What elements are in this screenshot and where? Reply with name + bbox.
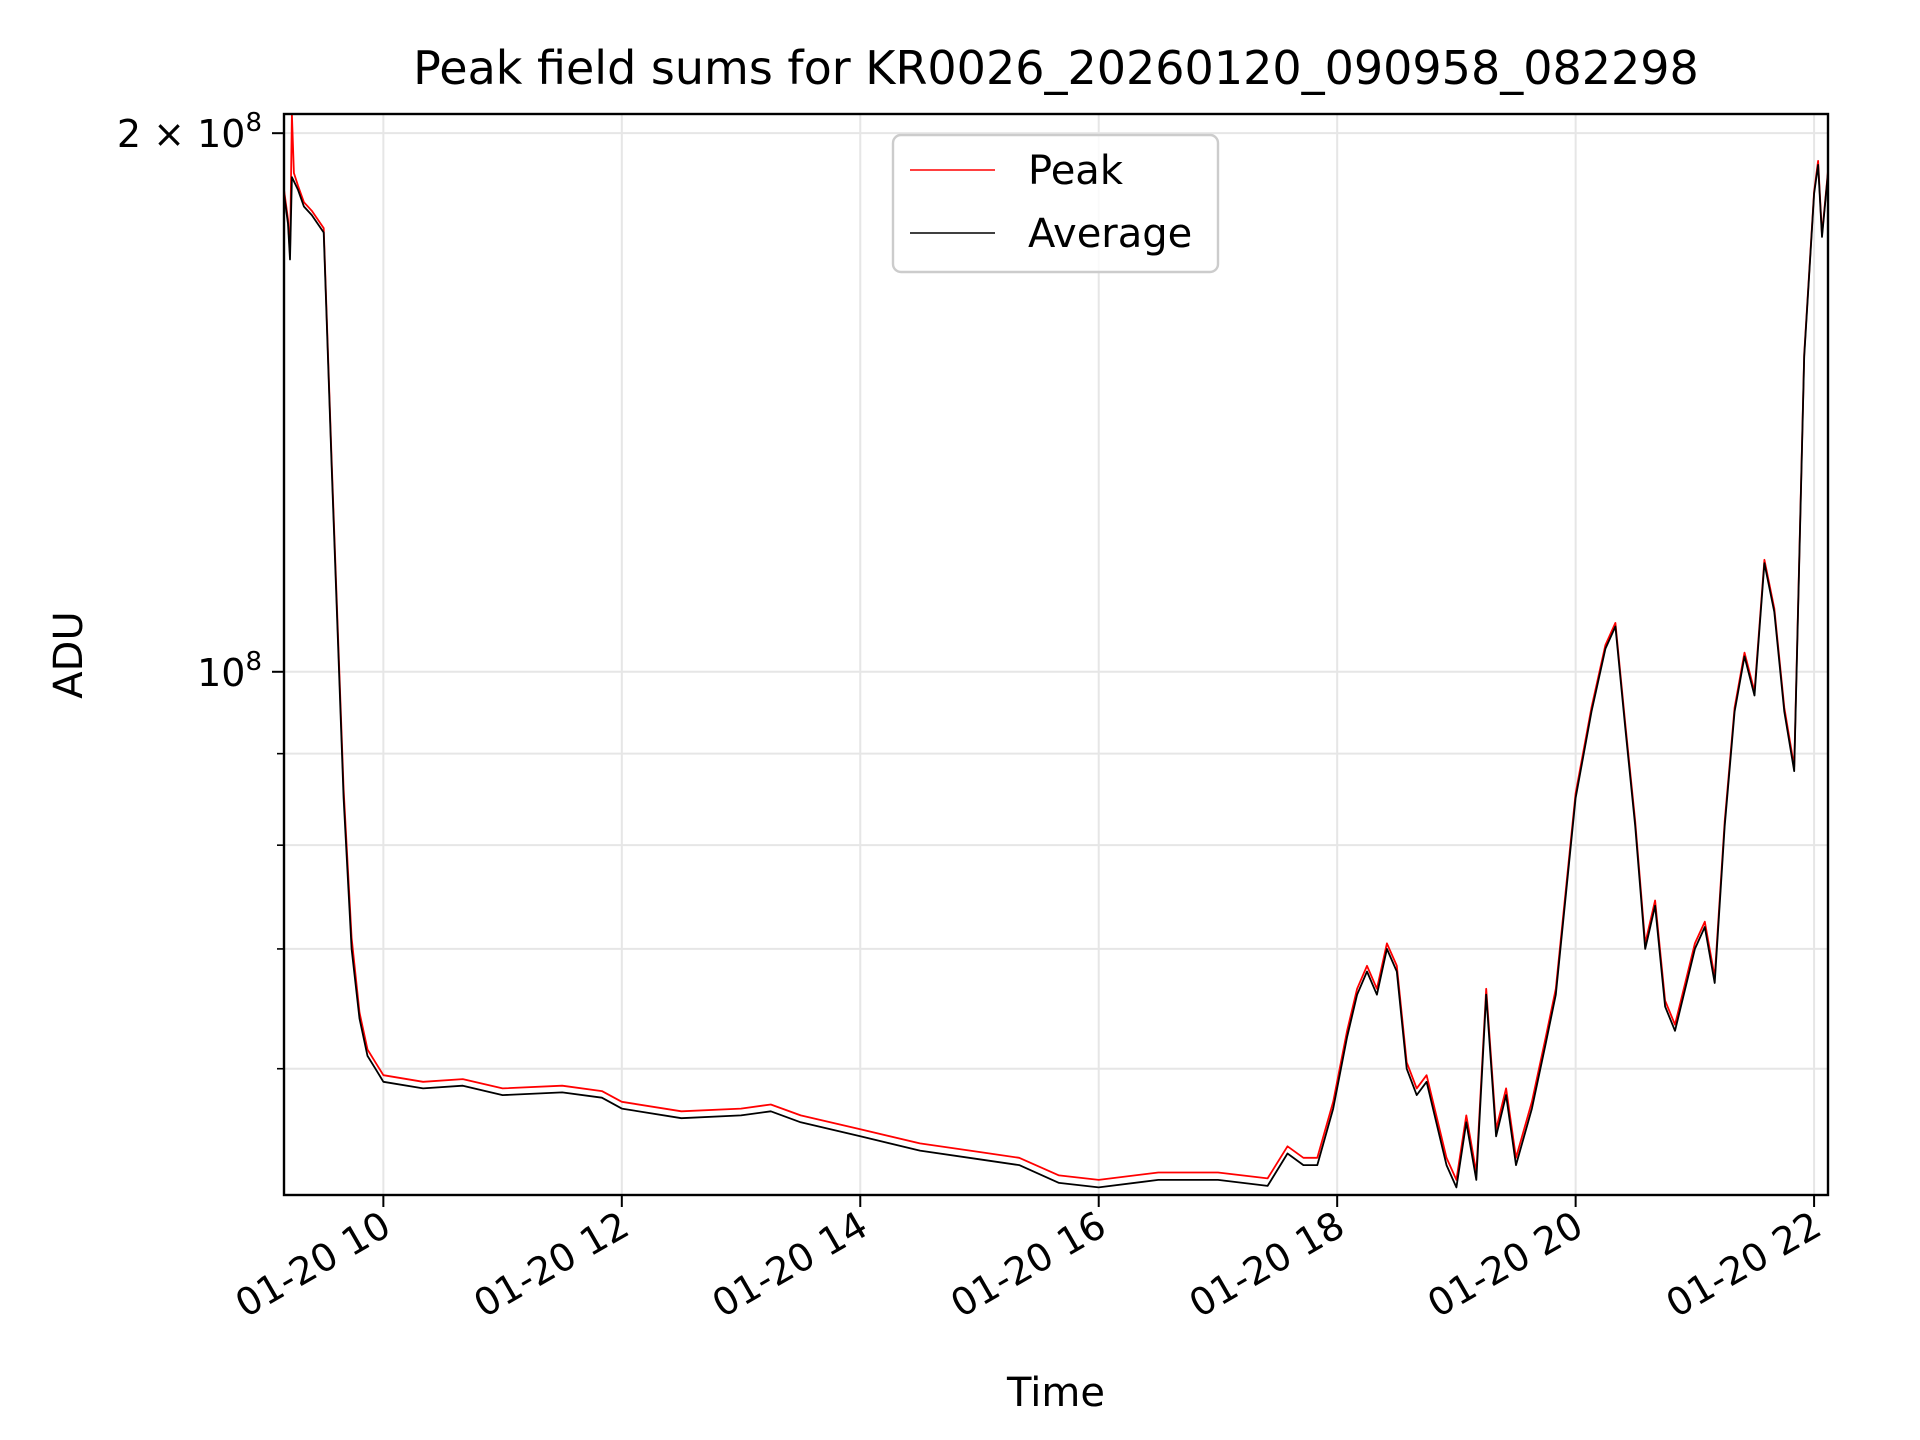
series-line-peak (284, 114, 1828, 1181)
y-tick-exponent: 8 (245, 647, 262, 677)
chart-title: Peak field sums for KR0026_20260120_0909… (413, 41, 1699, 95)
y-tick-label: 108 (197, 647, 262, 695)
y-tick-exponent: 8 (245, 108, 262, 138)
legend-average-label: Average (1028, 211, 1192, 257)
y-tick-base: 10 (197, 651, 245, 695)
x-axis-label: Time (1006, 1370, 1105, 1416)
series-layer (284, 114, 1828, 1189)
y-tick-base: 10 (197, 112, 245, 156)
plot-frame (282, 112, 1830, 1197)
legend: Peak Average (891, 133, 1220, 274)
series-line-average (284, 163, 1828, 1189)
y-tick-mantissa: 2 × (117, 112, 197, 156)
y-axis-label: ADU (46, 611, 92, 698)
grid (284, 114, 1828, 1195)
y-tick-label: 2 × 108 (117, 108, 262, 156)
legend-peak-label: Peak (1028, 148, 1124, 194)
